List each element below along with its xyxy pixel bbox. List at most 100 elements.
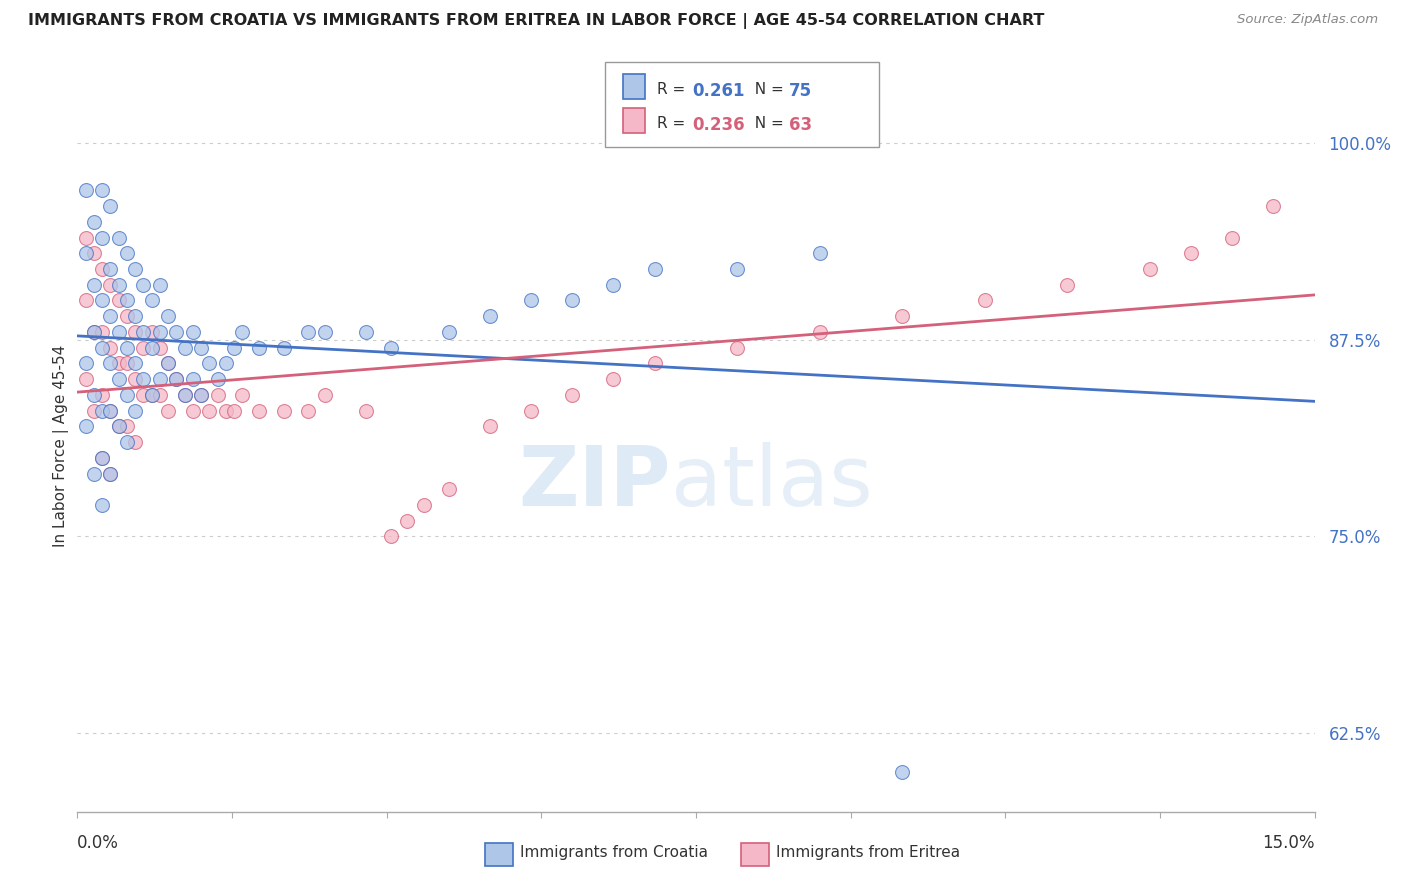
Point <box>173 388 195 402</box>
Point <box>1180 246 1202 260</box>
Text: R =: R = <box>657 116 690 131</box>
Point <box>297 325 319 339</box>
Point <box>561 293 583 308</box>
Point <box>91 341 114 355</box>
Point <box>115 246 138 260</box>
Point <box>149 372 172 386</box>
Point <box>644 262 666 277</box>
Point <box>75 419 97 434</box>
Point <box>973 293 995 308</box>
Point <box>141 341 163 355</box>
Point <box>124 262 146 277</box>
Text: N =: N = <box>745 116 789 131</box>
Point <box>75 356 97 370</box>
Point <box>478 419 501 434</box>
Point <box>149 277 172 292</box>
Point <box>115 293 138 308</box>
Point <box>91 403 114 417</box>
Point <box>725 341 748 355</box>
Point <box>107 230 129 244</box>
Text: 63: 63 <box>789 116 811 134</box>
Point <box>396 514 419 528</box>
Point <box>91 262 114 277</box>
Point <box>1139 262 1161 277</box>
Point <box>141 388 163 402</box>
Point <box>141 388 163 402</box>
Point <box>173 388 195 402</box>
Point <box>132 341 155 355</box>
Point <box>231 388 253 402</box>
Point <box>157 403 180 417</box>
Point <box>91 388 114 402</box>
Point <box>91 498 114 512</box>
Text: Immigrants from Eritrea: Immigrants from Eritrea <box>776 846 960 860</box>
Point <box>215 356 238 370</box>
Point <box>83 277 105 292</box>
Point <box>231 325 253 339</box>
Text: 0.261: 0.261 <box>692 82 744 100</box>
Point <box>83 325 105 339</box>
Point <box>190 341 212 355</box>
Point <box>297 403 319 417</box>
Point <box>165 372 187 386</box>
Point <box>98 341 121 355</box>
Point <box>75 230 97 244</box>
Text: IMMIGRANTS FROM CROATIA VS IMMIGRANTS FROM ERITREA IN LABOR FORCE | AGE 45-54 CO: IMMIGRANTS FROM CROATIA VS IMMIGRANTS FR… <box>28 13 1045 29</box>
Point <box>107 325 129 339</box>
Point <box>808 246 831 260</box>
Point <box>98 467 121 481</box>
Point <box>98 262 121 277</box>
Point <box>520 403 543 417</box>
Point <box>215 403 238 417</box>
Point <box>412 498 434 512</box>
Point <box>124 356 146 370</box>
Point <box>107 372 129 386</box>
Point <box>132 325 155 339</box>
Point <box>91 230 114 244</box>
Point <box>165 372 187 386</box>
Point <box>380 341 402 355</box>
Point <box>314 388 336 402</box>
Point <box>520 293 543 308</box>
Point <box>132 277 155 292</box>
Point <box>725 262 748 277</box>
Point <box>602 277 624 292</box>
Point <box>83 467 105 481</box>
Point <box>107 277 129 292</box>
Point <box>115 388 138 402</box>
Point <box>91 183 114 197</box>
Point <box>561 388 583 402</box>
Point <box>115 310 138 324</box>
Point <box>115 419 138 434</box>
Point <box>181 372 204 386</box>
Point <box>107 293 129 308</box>
Text: 0.236: 0.236 <box>692 116 744 134</box>
Point <box>354 403 377 417</box>
Point <box>98 310 121 324</box>
Point <box>173 341 195 355</box>
Point <box>157 356 180 370</box>
Point <box>149 325 172 339</box>
Point <box>83 403 105 417</box>
Point <box>190 388 212 402</box>
Point <box>107 419 129 434</box>
Point <box>98 467 121 481</box>
Point <box>222 403 245 417</box>
Point <box>380 529 402 543</box>
Point <box>247 341 270 355</box>
Point <box>157 356 180 370</box>
Point <box>247 403 270 417</box>
Point <box>98 277 121 292</box>
Text: 15.0%: 15.0% <box>1263 834 1315 852</box>
Point <box>273 403 295 417</box>
Point <box>124 325 146 339</box>
Point <box>124 310 146 324</box>
Text: N =: N = <box>745 82 789 97</box>
Point <box>98 403 121 417</box>
Point <box>124 372 146 386</box>
Point <box>207 372 229 386</box>
Point <box>437 482 460 496</box>
Point <box>75 372 97 386</box>
Point <box>141 325 163 339</box>
Point <box>132 372 155 386</box>
